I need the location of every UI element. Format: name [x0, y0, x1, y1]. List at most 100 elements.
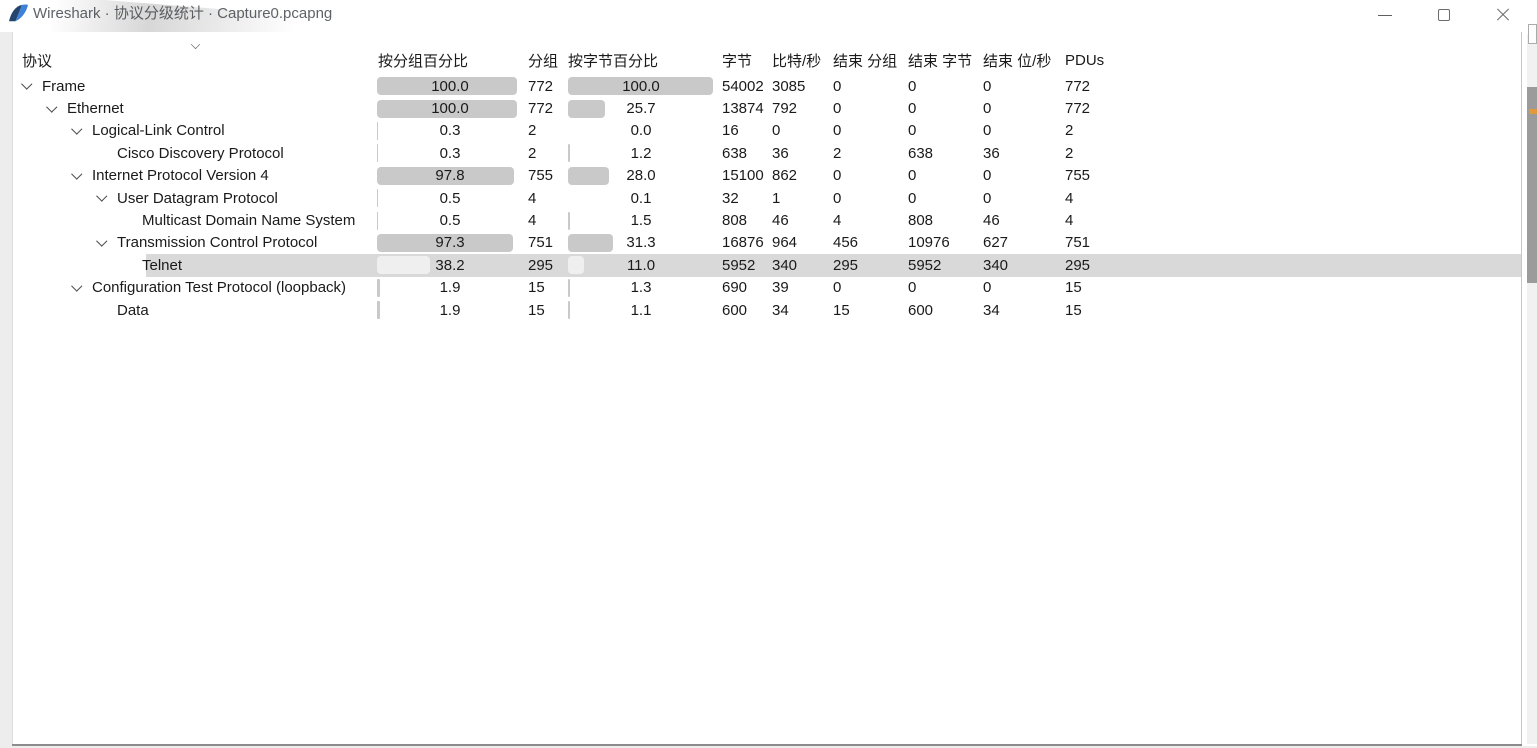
chevron-down-icon[interactable]	[21, 78, 33, 90]
chevron-down-icon[interactable]	[96, 190, 108, 202]
chevron-down-icon[interactable]	[71, 123, 83, 135]
percent-packets-bar	[377, 99, 517, 118]
percent-packets-bar	[377, 189, 378, 208]
end-bits-per-second-cell: 340	[983, 256, 1009, 274]
end-packets-cell: 0	[833, 189, 842, 207]
minimize-icon	[1378, 14, 1392, 16]
percent-packets-value: 1.9	[439, 279, 461, 297]
table-row[interactable]: Cisco Discovery Protocol 0.3 2 1.2 638 3…	[13, 142, 1521, 164]
end-bytes-cell: 0	[908, 77, 917, 95]
protocol-label: Ethernet	[67, 100, 124, 118]
tree-branch-slot	[95, 308, 117, 312]
background-scrollbar-thumb[interactable]	[1527, 87, 1537, 283]
end-bits-per-second-cell: 0	[983, 122, 992, 140]
table-row[interactable]: Configuration Test Protocol (loopback) 1…	[13, 277, 1521, 299]
background-scrollbar-track[interactable]	[1527, 34, 1537, 744]
table-header: 协议 按分组百分比 分组 按字节百分比 字节 比特/秒 结束 分组 结束 字节 …	[13, 39, 1521, 75]
end-bits-per-second-cell: 34	[983, 301, 1000, 319]
end-bytes-cell: 0	[908, 167, 917, 185]
end-packets-cell: 15	[833, 301, 850, 319]
percent-packets-cell: 97.3	[376, 232, 524, 254]
protocol-label: Cisco Discovery Protocol	[117, 144, 284, 162]
protocol-label: Configuration Test Protocol (loopback)	[92, 279, 347, 297]
maximize-button[interactable]	[1421, 0, 1467, 30]
chevron-down-icon[interactable]	[71, 280, 83, 292]
table-row[interactable]: Frame 100.0 772 100.0 54002 3085 0 0 0 7…	[13, 75, 1521, 97]
percent-packets-value: 0.5	[439, 212, 461, 230]
header-protocol-label: 协议	[22, 52, 53, 70]
header-packets[interactable]: 分组	[528, 52, 559, 70]
percent-bytes-value: 11.0	[626, 256, 656, 274]
percent-bytes-value: 31.3	[626, 234, 656, 252]
percent-bytes-cell: 25.7	[566, 97, 716, 119]
header-end-packets[interactable]: 结束 分组	[833, 52, 898, 70]
header-percent-bytes[interactable]: 按字节百分比	[568, 52, 659, 70]
percent-packets-value: 0.3	[439, 122, 461, 140]
end-bits-per-second-cell: 46	[983, 212, 1000, 230]
scrollbar-match-mark-icon	[1529, 109, 1537, 114]
header-protocol[interactable]: 协议	[13, 39, 376, 75]
bytes-cell: 5952	[722, 256, 756, 274]
end-bits-per-second-cell: 0	[983, 279, 992, 297]
percent-packets-value: 1.9	[439, 301, 461, 319]
window-left-edge	[0, 32, 12, 746]
header-bits-per-second[interactable]: 比特/秒	[772, 52, 822, 70]
end-packets-cell: 0	[833, 100, 842, 118]
protocol-cell: Multicast Domain Name System	[13, 209, 376, 231]
pdus-cell: 772	[1065, 100, 1091, 118]
protocol-label: User Datagram Protocol	[117, 189, 278, 207]
percent-packets-bar	[377, 278, 380, 297]
protocol-label: Internet Protocol Version 4	[92, 167, 269, 185]
percent-bytes-bar	[568, 211, 570, 230]
packets-cell: 4	[528, 189, 537, 207]
header-end-bytes[interactable]: 结束 字节	[908, 52, 973, 70]
tree-branch-slot	[20, 78, 42, 90]
pdus-cell: 295	[1065, 256, 1091, 274]
tree-branch-slot	[120, 219, 142, 223]
chevron-down-icon[interactable]	[46, 101, 58, 112]
chevron-down-icon[interactable]	[71, 168, 83, 180]
packets-cell: 755	[528, 167, 554, 185]
table-row[interactable]: Logical-Link Control 0.3 2 0.0 16 0 0 0 …	[13, 120, 1521, 142]
percent-packets-cell: 38.2	[376, 254, 524, 276]
bits-per-second-cell: 964	[772, 234, 798, 252]
packets-cell: 772	[528, 77, 554, 95]
table-row[interactable]: Transmission Control Protocol 97.3 751 3…	[13, 232, 1521, 254]
protocol-label: Multicast Domain Name System	[142, 212, 356, 230]
table-row[interactable]: User Datagram Protocol 0.5 4 0.1 32 1 0 …	[13, 187, 1521, 209]
close-button[interactable]	[1480, 0, 1526, 30]
protocol-cell: Transmission Control Protocol	[13, 232, 376, 254]
protocol-label: Frame	[42, 77, 86, 95]
chevron-down-icon[interactable]	[96, 235, 108, 247]
percent-packets-cell: 0.3	[376, 142, 524, 164]
table-row[interactable]: Multicast Domain Name System 0.5 4 1.5 8…	[13, 209, 1521, 231]
header-pdus[interactable]: PDUs	[1065, 51, 1105, 69]
pdus-cell: 2	[1065, 144, 1074, 162]
table-row[interactable]: Data 1.9 15 1.1 600 34 15 600 34 15	[13, 299, 1521, 321]
percent-bytes-value: 28.0	[626, 167, 656, 185]
bits-per-second-cell: 36	[772, 144, 789, 162]
percent-bytes-cell: 31.3	[566, 232, 716, 254]
protocol-label: Telnet	[142, 256, 183, 274]
protocol-cell: Cisco Discovery Protocol	[13, 142, 376, 164]
minimize-button[interactable]	[1362, 0, 1408, 30]
tree-branch-slot	[120, 264, 142, 268]
background-scrollbar-button[interactable]	[1528, 24, 1537, 44]
end-bytes-cell: 600	[908, 301, 934, 319]
header-percent-packets[interactable]: 按分组百分比	[378, 52, 469, 70]
pdus-cell: 772	[1065, 77, 1091, 95]
percent-bytes-cell: 11.0	[566, 254, 716, 276]
header-end-bits-per-second[interactable]: 结束 位/秒	[983, 52, 1052, 70]
end-bytes-cell: 10976	[908, 234, 950, 252]
header-bytes[interactable]: 字节	[722, 52, 753, 70]
end-bytes-cell: 638	[908, 144, 934, 162]
percent-packets-bar	[377, 144, 378, 163]
percent-bytes-cell: 1.3	[566, 277, 716, 299]
packets-cell: 772	[528, 100, 554, 118]
percent-packets-cell: 0.5	[376, 209, 524, 231]
percent-bytes-cell: 100.0	[566, 75, 716, 97]
percent-bytes-cell: 1.5	[566, 209, 716, 231]
table-row[interactable]: Ethernet 100.0 772 25.7 13874 792 0 0 0 …	[13, 97, 1521, 119]
table-row[interactable]: Internet Protocol Version 4 97.8 755 28.…	[13, 165, 1521, 187]
table-row[interactable]: Telnet 38.2 295 11.0 5952 340 295 5952 3…	[13, 254, 1521, 277]
